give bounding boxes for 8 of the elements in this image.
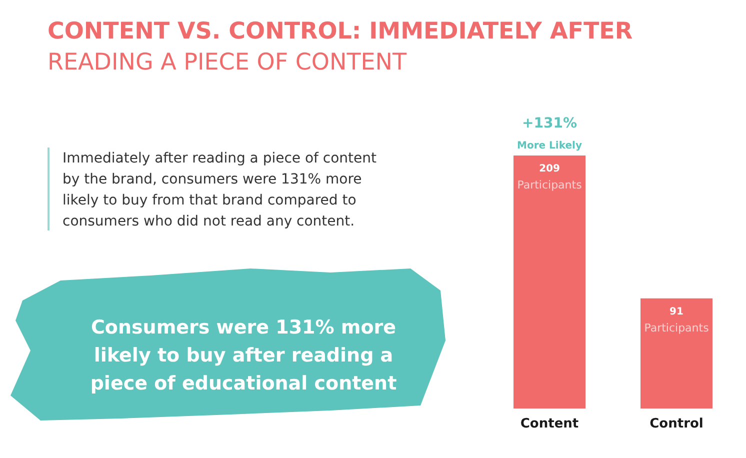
- x-tick-label: Content: [520, 416, 579, 432]
- chart-title: CONTENT VS. CONTROL: IMMEDIATELY AFTER READING A PIECE OF CONTENT: [48, 18, 633, 76]
- data-label: 209 Participants: [517, 164, 582, 192]
- x-tick-label: Control: [650, 416, 704, 432]
- text: Immediately after reading a piece of content by the brand, consumers were 131% more likely to buy from that brand compared to consumers who did not read any content.: [62, 150, 378, 230]
- data-label: 91 Participants: [644, 306, 710, 334]
- text: Consumers were 131% more likely to buy after reading a piece of educational content: [90, 316, 397, 394]
- annotation: +131% More Likely: [517, 116, 582, 152]
